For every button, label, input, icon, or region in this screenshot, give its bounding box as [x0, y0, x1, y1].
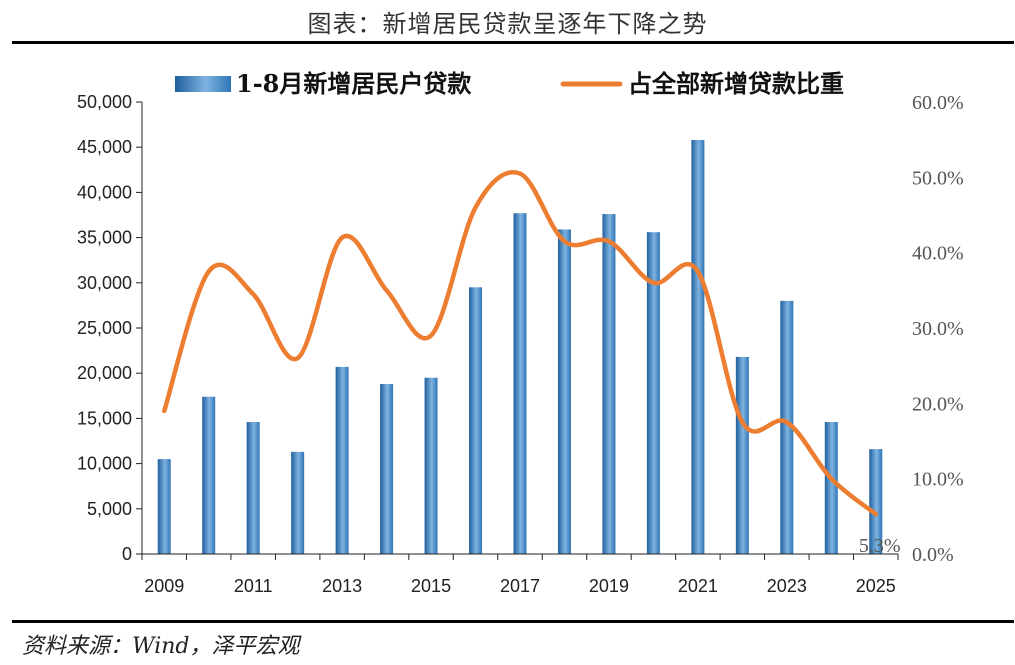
bar: [335, 366, 349, 554]
bar: [424, 377, 438, 554]
x-tick-label: 2019: [589, 576, 629, 596]
left-tick-label: 0: [122, 544, 132, 564]
bar: [824, 422, 838, 554]
left-tick-label: 15,000: [77, 408, 132, 428]
x-tick-label: 2009: [144, 576, 184, 596]
x-tick-label: 2025: [856, 576, 896, 596]
bar: [202, 396, 216, 554]
right-tick-label: 30.0%: [912, 318, 964, 340]
bar: [602, 214, 616, 554]
right-tick-label: 0.0%: [912, 544, 954, 566]
left-tick-label: 5,000: [87, 499, 132, 519]
bar: [691, 139, 705, 554]
legend-bar-label: 1-8月新增居民户贷款: [236, 69, 472, 98]
left-axis: 0 5,000 10,000 15,000 20,000 25,000 30,000 35,0…: [77, 92, 143, 564]
bar: [735, 356, 749, 554]
bar: [469, 287, 483, 554]
x-tick-label: 2011: [234, 576, 273, 596]
left-tick-label: 30,000: [77, 273, 132, 293]
legend-line-label: 占全部新增贷款比重: [628, 69, 844, 98]
bar: [869, 449, 883, 554]
chart: 1-8月新增居民户贷款 占全部新增贷款比重 0 5,000 10,000 15,000 2…: [77, 69, 964, 596]
right-tick-label: 50.0%: [912, 167, 964, 189]
bar: [246, 422, 260, 554]
x-tick-label: 2017: [500, 576, 540, 596]
line-path: [161, 170, 879, 517]
left-tick-label: 40,000: [77, 182, 132, 202]
bar: [157, 459, 171, 554]
source-note: 资料来源：Wind，泽平宏观: [22, 634, 300, 659]
annotations: 5.3%: [859, 535, 901, 557]
bar-series: [157, 139, 883, 555]
x-axis: 2009 2011 2013 2015 2017 2019 2021 2023 2025: [141, 553, 899, 596]
x-tick-label: 2023: [767, 576, 807, 596]
line-series: [161, 170, 879, 517]
data-label: 5.3%: [859, 535, 901, 557]
left-tick-label: 45,000: [77, 137, 132, 157]
left-tick-label: 50,000: [77, 92, 132, 112]
x-tick-label: 2015: [411, 576, 451, 596]
x-tick-label: 2021: [678, 576, 718, 596]
bar: [380, 384, 394, 554]
right-tick-label: 20.0%: [912, 393, 964, 415]
bar: [646, 232, 660, 554]
bottom-rule: [12, 620, 1014, 623]
right-axis: 0.0% 10.0% 20.0% 30.0% 40.0% 50.0% 60.0%: [912, 92, 964, 566]
right-tick-label: 60.0%: [912, 92, 964, 114]
top-rule: [12, 41, 1014, 44]
bar: [513, 213, 527, 554]
x-tick-label: 2013: [322, 576, 362, 596]
left-tick-label: 10,000: [77, 454, 132, 474]
left-tick-label: 35,000: [77, 228, 132, 248]
legend: 1-8月新增居民户贷款 占全部新增贷款比重: [175, 69, 844, 98]
bar: [557, 229, 571, 555]
chart-title: 图表：新增居民贷款呈逐年下降之势: [307, 10, 708, 38]
left-tick-label: 20,000: [77, 363, 132, 383]
right-tick-label: 10.0%: [912, 469, 964, 491]
bar: [780, 300, 794, 554]
right-tick-label: 40.0%: [912, 243, 964, 265]
left-tick-label: 25,000: [77, 318, 132, 338]
bar: [291, 451, 305, 554]
legend-bar-swatch: [175, 76, 231, 92]
